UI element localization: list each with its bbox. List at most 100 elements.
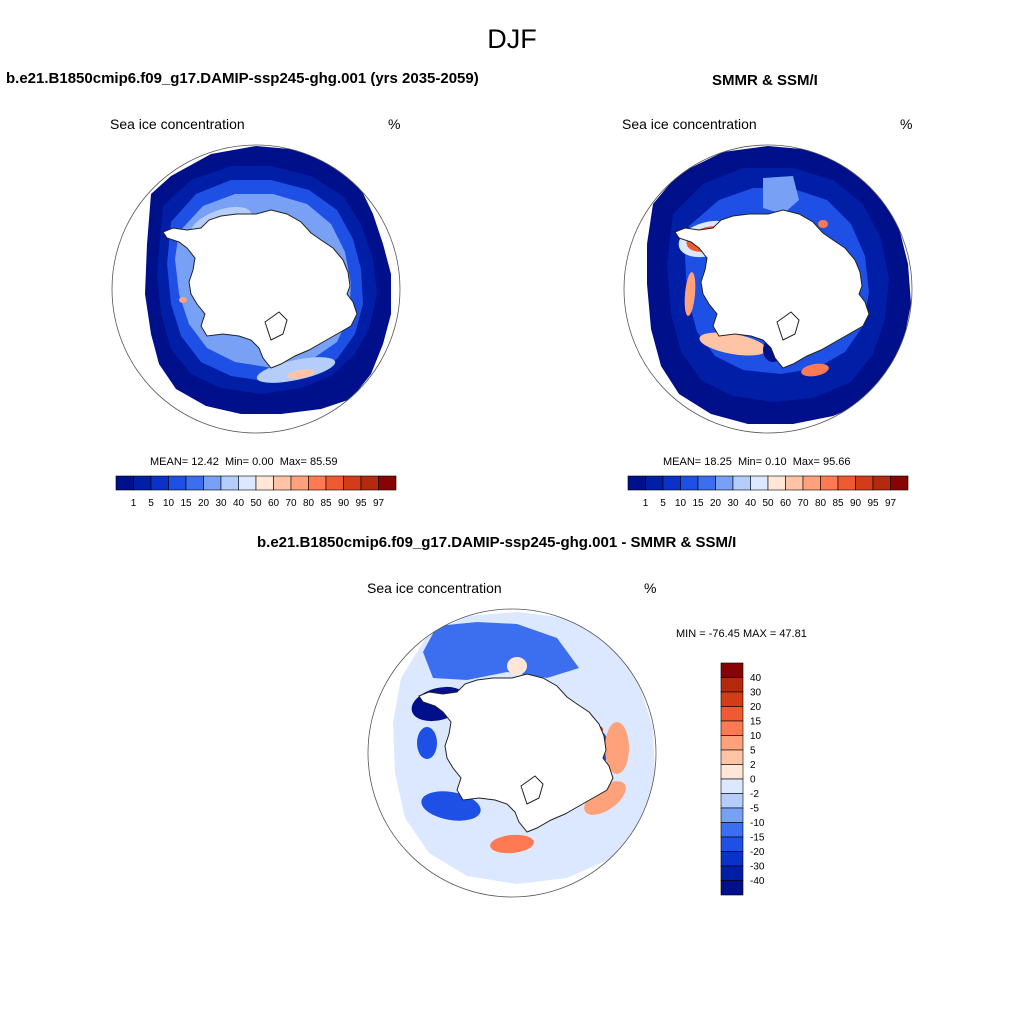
colorbar-tick-label: 10 bbox=[163, 498, 175, 509]
colorbar-box bbox=[185, 475, 204, 491]
panel-2-units: % bbox=[900, 116, 913, 132]
panel-1-polar-map bbox=[111, 144, 401, 434]
panel-1-units: % bbox=[388, 116, 401, 132]
colorbar-tick-label: 40 bbox=[750, 673, 762, 684]
panel-2-left-label: Sea ice concentration bbox=[622, 116, 757, 132]
colorbar-box bbox=[855, 475, 874, 491]
colorbar-box bbox=[720, 677, 744, 693]
colorbar-box bbox=[115, 475, 134, 491]
panel-2-min-label: Min= bbox=[737, 456, 763, 468]
colorbar-tick-label: 10 bbox=[675, 498, 687, 509]
panel-2-polar-map bbox=[623, 144, 913, 434]
panel-2-title: SMMR & SSM/I bbox=[712, 72, 818, 89]
panel-2-stats: MEAN= 18.25 Min= 0.10 Max= 95.66 bbox=[663, 456, 851, 468]
colorbar-tick-label: 80 bbox=[303, 498, 315, 509]
colorbar-tick-label: 50 bbox=[250, 498, 262, 509]
colorbar-box bbox=[378, 475, 397, 491]
colorbar-box bbox=[697, 475, 716, 491]
colorbar-box bbox=[720, 793, 744, 809]
colorbar-tick-label: 80 bbox=[815, 498, 827, 509]
colorbar-tick-label: -30 bbox=[750, 862, 765, 873]
colorbar-tick-label: -10 bbox=[750, 818, 765, 829]
colorbar-box bbox=[750, 475, 769, 491]
panel-3-minmax: MIN = -76.45 MAX = 47.81 bbox=[676, 628, 807, 640]
colorbar-box bbox=[203, 475, 222, 491]
panel-1-max-value: 85.59 bbox=[309, 456, 338, 468]
colorbar-box bbox=[720, 720, 744, 736]
colorbar-tick-label: 95 bbox=[867, 498, 879, 509]
panel-1-title: b.e21.B1850cmip6.f09_g17.DAMIP-ssp245-gh… bbox=[6, 70, 479, 87]
colorbar-tick-label: 15 bbox=[180, 498, 192, 509]
colorbar-tick-label: -5 bbox=[750, 804, 759, 815]
colorbar-tick-label: 5 bbox=[148, 498, 154, 509]
colorbar-tick-label: 20 bbox=[750, 702, 762, 713]
colorbar-box bbox=[645, 475, 664, 491]
colorbar-tick-label: 5 bbox=[750, 746, 756, 757]
panel-2-min-value: 0.10 bbox=[765, 456, 787, 468]
panel-2-mean-label: MEAN= bbox=[663, 456, 702, 468]
panel-1-max-label: Max= bbox=[279, 456, 307, 468]
panel-3-units: % bbox=[644, 580, 657, 596]
panel-1-stats: MEAN= 12.42 Min= 0.00 Max= 85.59 bbox=[150, 456, 338, 468]
colorbar-tick-label: 1 bbox=[643, 498, 649, 509]
colorbar-box bbox=[720, 749, 744, 765]
colorbar-tick-label: 85 bbox=[832, 498, 844, 509]
panel-3-left-label: Sea ice concentration bbox=[367, 580, 502, 596]
colorbar-tick-label: 20 bbox=[710, 498, 722, 509]
colorbar-box bbox=[680, 475, 699, 491]
colorbar-box bbox=[720, 691, 744, 707]
panel-1-min-value: 0.00 bbox=[252, 456, 274, 468]
colorbar-tick-label: 2 bbox=[750, 760, 756, 771]
colorbar-box bbox=[720, 880, 744, 896]
panel-1-mean-value: 12.42 bbox=[191, 456, 219, 468]
colorbar-box bbox=[785, 475, 804, 491]
panel-2-mean-value: 18.25 bbox=[704, 456, 732, 468]
colorbar-tick-label: 15 bbox=[692, 498, 704, 509]
colorbar-tick-label: 70 bbox=[797, 498, 809, 509]
colorbar-box bbox=[767, 475, 786, 491]
colorbar-box bbox=[220, 475, 239, 491]
panel-1-left-label: Sea ice concentration bbox=[110, 116, 245, 132]
colorbar-tick-label: 20 bbox=[198, 498, 210, 509]
colorbar-tick-label: 50 bbox=[762, 498, 774, 509]
colorbar-box bbox=[627, 475, 646, 491]
colorbar-tick-label: 70 bbox=[285, 498, 297, 509]
colorbar-box bbox=[720, 764, 744, 780]
colorbar-box bbox=[720, 836, 744, 852]
colorbar-box bbox=[820, 475, 839, 491]
colorbar-box bbox=[273, 475, 292, 491]
colorbar-tick-label: 95 bbox=[355, 498, 367, 509]
colorbar-box bbox=[720, 778, 744, 794]
colorbar-box bbox=[133, 475, 152, 491]
colorbar-box bbox=[802, 475, 821, 491]
panel-3-title: b.e21.B1850cmip6.f09_g17.DAMIP-ssp245-gh… bbox=[257, 534, 737, 551]
colorbar-tick-label: -2 bbox=[750, 789, 759, 800]
figure-title: DJF bbox=[487, 24, 537, 54]
colorbar-box bbox=[290, 475, 309, 491]
colorbar-tick-label: 5 bbox=[660, 498, 666, 509]
colorbar-box bbox=[890, 475, 909, 491]
colorbar-box bbox=[238, 475, 257, 491]
colorbar-box bbox=[343, 475, 362, 491]
colorbar-box bbox=[715, 475, 734, 491]
panel-3-polar-map bbox=[367, 608, 657, 898]
colorbar-tick-label: 1 bbox=[131, 498, 137, 509]
colorbar-tick-label: 85 bbox=[320, 498, 332, 509]
colorbar-box bbox=[732, 475, 751, 491]
colorbar-tick-label: 30 bbox=[727, 498, 739, 509]
colorbar-box bbox=[720, 807, 744, 823]
colorbar-tick-label: 97 bbox=[885, 498, 897, 509]
colorbar-tick-label: 90 bbox=[338, 498, 350, 509]
colorbar-tick-label: 90 bbox=[850, 498, 862, 509]
colorbar-tick-label: 97 bbox=[373, 498, 385, 509]
colorbar-tick-label: 15 bbox=[750, 717, 762, 728]
colorbar-tick-label: 30 bbox=[215, 498, 227, 509]
panel-1-colorbar: 1 5 10 15 20 30 40 50 60 70 80 85 90 95 97 bbox=[115, 475, 397, 509]
colorbar-box bbox=[872, 475, 891, 491]
colorbar-box bbox=[720, 865, 744, 881]
colorbar-tick-label: 30 bbox=[750, 688, 762, 699]
colorbar-tick-label: 40 bbox=[745, 498, 757, 509]
panel-1-min-label: Min= bbox=[224, 456, 250, 468]
colorbar-tick-label: 10 bbox=[750, 731, 762, 742]
colorbar-tick-label: -40 bbox=[750, 876, 765, 887]
